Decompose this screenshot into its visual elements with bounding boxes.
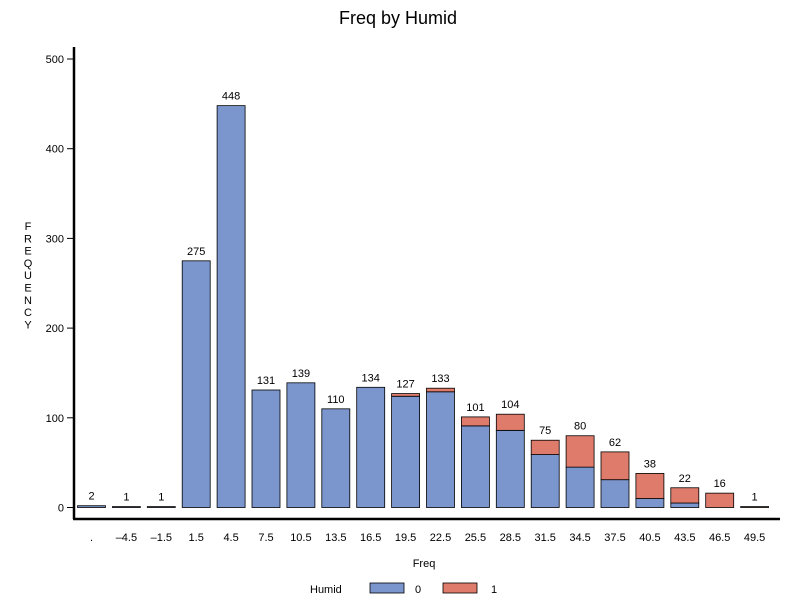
legend: Humid 0 1 [310, 582, 497, 596]
bar-total-label: 275 [187, 246, 205, 258]
bar-segment-humid-1 [495, 413, 525, 431]
y-axis-label-letter: R [24, 233, 32, 245]
bar-total-label: 80 [574, 421, 586, 433]
x-tick-label: 28.5 [500, 532, 521, 544]
bar-segment-humid-0 [286, 382, 316, 508]
legend-swatch-1 [442, 582, 478, 594]
x-tick-label: 10.5 [290, 532, 311, 544]
bar-segment-humid-1 [740, 506, 769, 508]
x-tick-label: 43.5 [674, 532, 695, 544]
x-tick-label: –4.5 [116, 532, 137, 544]
x-tick-label: 1.5 [189, 532, 204, 544]
bar-total-label: 1 [158, 492, 164, 504]
bar-segment-humid-0 [635, 498, 665, 508]
chart-title: Freq by Humid [339, 8, 457, 28]
y-axis-ticks: 0 100 200 300 400 500 [46, 54, 74, 515]
legend-label-1: 1 [491, 584, 497, 596]
bar-segment-humid-0 [530, 454, 560, 508]
bars [77, 105, 769, 508]
bar-total-label: 22 [679, 473, 691, 485]
y-tick-label: 200 [46, 323, 64, 335]
bar-segment-humid-0 [112, 506, 141, 508]
y-tick-label: 500 [46, 54, 64, 66]
bar-total-label: 134 [362, 372, 380, 384]
x-tick-label: 34.5 [569, 532, 590, 544]
y-axis-label-letter: C [24, 307, 32, 319]
bar-segment-humid-0 [495, 429, 525, 508]
bar-segment-humid-0 [251, 389, 281, 508]
y-tick-label: 300 [46, 233, 64, 245]
y-axis-label-letter: Q [24, 258, 33, 270]
bar-segment-humid-0 [600, 479, 630, 508]
bar-total-label: 16 [714, 478, 726, 490]
bar-segment-humid-0 [146, 506, 176, 508]
bar-total-label: 133 [431, 373, 449, 385]
bar-segment-humid-1 [705, 492, 735, 508]
bar-total-label: 2 [88, 491, 94, 503]
bar-segment-humid-0 [77, 505, 106, 508]
y-tick-label: 400 [46, 144, 64, 156]
x-tick-label: . [90, 532, 93, 544]
bar-total-label: 139 [292, 368, 310, 380]
x-axis-ticks: . –4.5 –1.5 1.5 4.5 7.5 10.5 13.5 16.5 19.5 22.5 25… [90, 532, 765, 544]
bar-segment-humid-0 [391, 395, 421, 508]
x-tick-label: 37.5 [604, 532, 625, 544]
bar-segment-humid-0 [426, 391, 455, 508]
x-tick-label: 25.5 [465, 532, 486, 544]
bar-segment-humid-0 [321, 408, 351, 508]
bar-segment-humid-0 [670, 502, 700, 508]
bar-total-label: 110 [327, 394, 345, 406]
y-axis-label-letter: Y [24, 319, 32, 331]
legend-title: Humid [310, 584, 342, 596]
bar-segment-humid-0 [565, 466, 595, 508]
x-tick-label: 22.5 [430, 532, 451, 544]
y-axis-label-letter: E [24, 246, 31, 258]
x-tick-label: 16.5 [360, 532, 381, 544]
bar-total-label: 127 [396, 379, 414, 391]
legend-swatch-0 [369, 582, 405, 594]
x-tick-label: 46.5 [709, 532, 730, 544]
bar-segment-humid-1 [565, 435, 595, 468]
x-tick-label: 31.5 [534, 532, 555, 544]
bar-total-label: 1 [752, 492, 758, 504]
y-tick-label: 0 [58, 503, 64, 515]
bar-segment-humid-0 [181, 260, 211, 508]
bar-total-label: 104 [501, 399, 519, 411]
y-axis-label-letter: F [25, 221, 32, 233]
y-tick-label: 100 [46, 413, 64, 425]
bar-total-label: 75 [539, 425, 551, 437]
bar-segment-humid-1 [460, 416, 490, 427]
bar-segment-humid-1 [600, 451, 630, 481]
bar-total-label: 38 [644, 458, 656, 470]
x-axis-label: Freq [413, 558, 436, 570]
bar-segment-humid-1 [670, 487, 700, 504]
bar-total-label: 131 [257, 375, 275, 387]
bar-total-label: 448 [222, 91, 240, 103]
bar-segment-humid-1 [426, 387, 455, 393]
x-tick-label: –1.5 [151, 532, 172, 544]
x-tick-label: 13.5 [325, 532, 346, 544]
bar-segment-humid-1 [530, 439, 560, 455]
bar-total-label: 1 [123, 492, 129, 504]
bar-segment-humid-0 [356, 386, 386, 508]
y-axis-label-letter: N [24, 295, 32, 307]
bar-segment-humid-0 [460, 425, 490, 508]
data-labels: 2 1 1 275 448 131 139 110 134 127 133 101 104 75 80 62 3… [88, 91, 757, 504]
bar-segment-humid-0 [216, 105, 246, 508]
y-axis-label-letter: E [24, 283, 31, 295]
x-tick-label: 7.5 [258, 532, 273, 544]
legend-label-0: 0 [415, 584, 421, 596]
x-tick-label: 40.5 [639, 532, 660, 544]
bar-total-label: 101 [466, 402, 484, 414]
x-tick-label: 19.5 [395, 532, 416, 544]
x-tick-label: 49.5 [744, 532, 765, 544]
x-tick-label: 4.5 [223, 532, 238, 544]
bar-segment-humid-1 [391, 393, 421, 397]
y-axis-label-letter: U [24, 270, 32, 282]
bar-total-label: 62 [609, 437, 621, 449]
bar-segment-humid-1 [635, 473, 665, 499]
